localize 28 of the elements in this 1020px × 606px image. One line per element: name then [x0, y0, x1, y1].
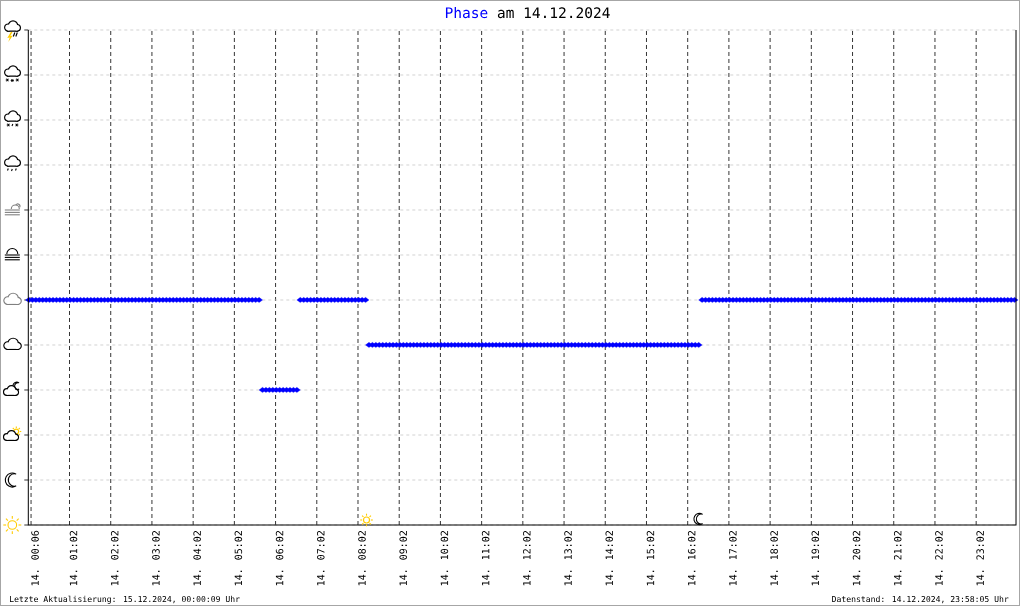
x-tick-label: 14. 14:02: [605, 531, 614, 586]
x-tick-label: 14. 04:02: [193, 531, 201, 586]
x-tick-label: 14. 11:02: [481, 531, 490, 586]
x-tick-label: 14. 15:02: [646, 531, 655, 586]
x-tick-label: 14. 22:02: [935, 531, 943, 586]
x-tick-label: 14. 02:02: [110, 531, 119, 586]
x-tick-label: 14. 03:02: [152, 531, 160, 586]
x-tick-label: 14. 10:02: [440, 531, 449, 586]
x-tick-label: 14. 09:02: [399, 531, 407, 586]
x-tick-label: 14. 13:02: [564, 531, 572, 586]
x-tick-label: 14. 07:02: [316, 531, 325, 586]
x-tick-label: 14. 00:06: [31, 530, 39, 586]
x-tick-label: 14. 20:02: [852, 531, 861, 586]
x-tick-label: 14. 08:02: [358, 531, 366, 586]
x-tick-label: 14. 18:02: [770, 531, 778, 586]
chart-title: am 14.12.2024: [497, 7, 610, 19]
x-tick-label: 14. 16:02: [687, 531, 696, 586]
x-tick-label: 14. 23:02: [976, 531, 984, 586]
x-tick-label: 14. 06:02: [275, 531, 284, 586]
text: Letzte Aktualisierung: 15.12.2024, 00:00:09 Uhr: [10, 595, 240, 604]
x-tick-label: 14. 17:02: [729, 531, 737, 586]
text: Phase: [445, 6, 488, 19]
x-tick-label: 14. 01:02: [69, 531, 78, 586]
text: Datenstand: 14.12.2024, 23:58:05 Uhr: [832, 595, 1009, 604]
x-tick-label: 14. 19:02: [811, 531, 820, 586]
x-tick-label: 14. 05:02: [234, 531, 243, 586]
x-tick-label: 14. 21:02: [893, 531, 902, 586]
x-tick-label: 14. 12:02: [523, 531, 531, 586]
